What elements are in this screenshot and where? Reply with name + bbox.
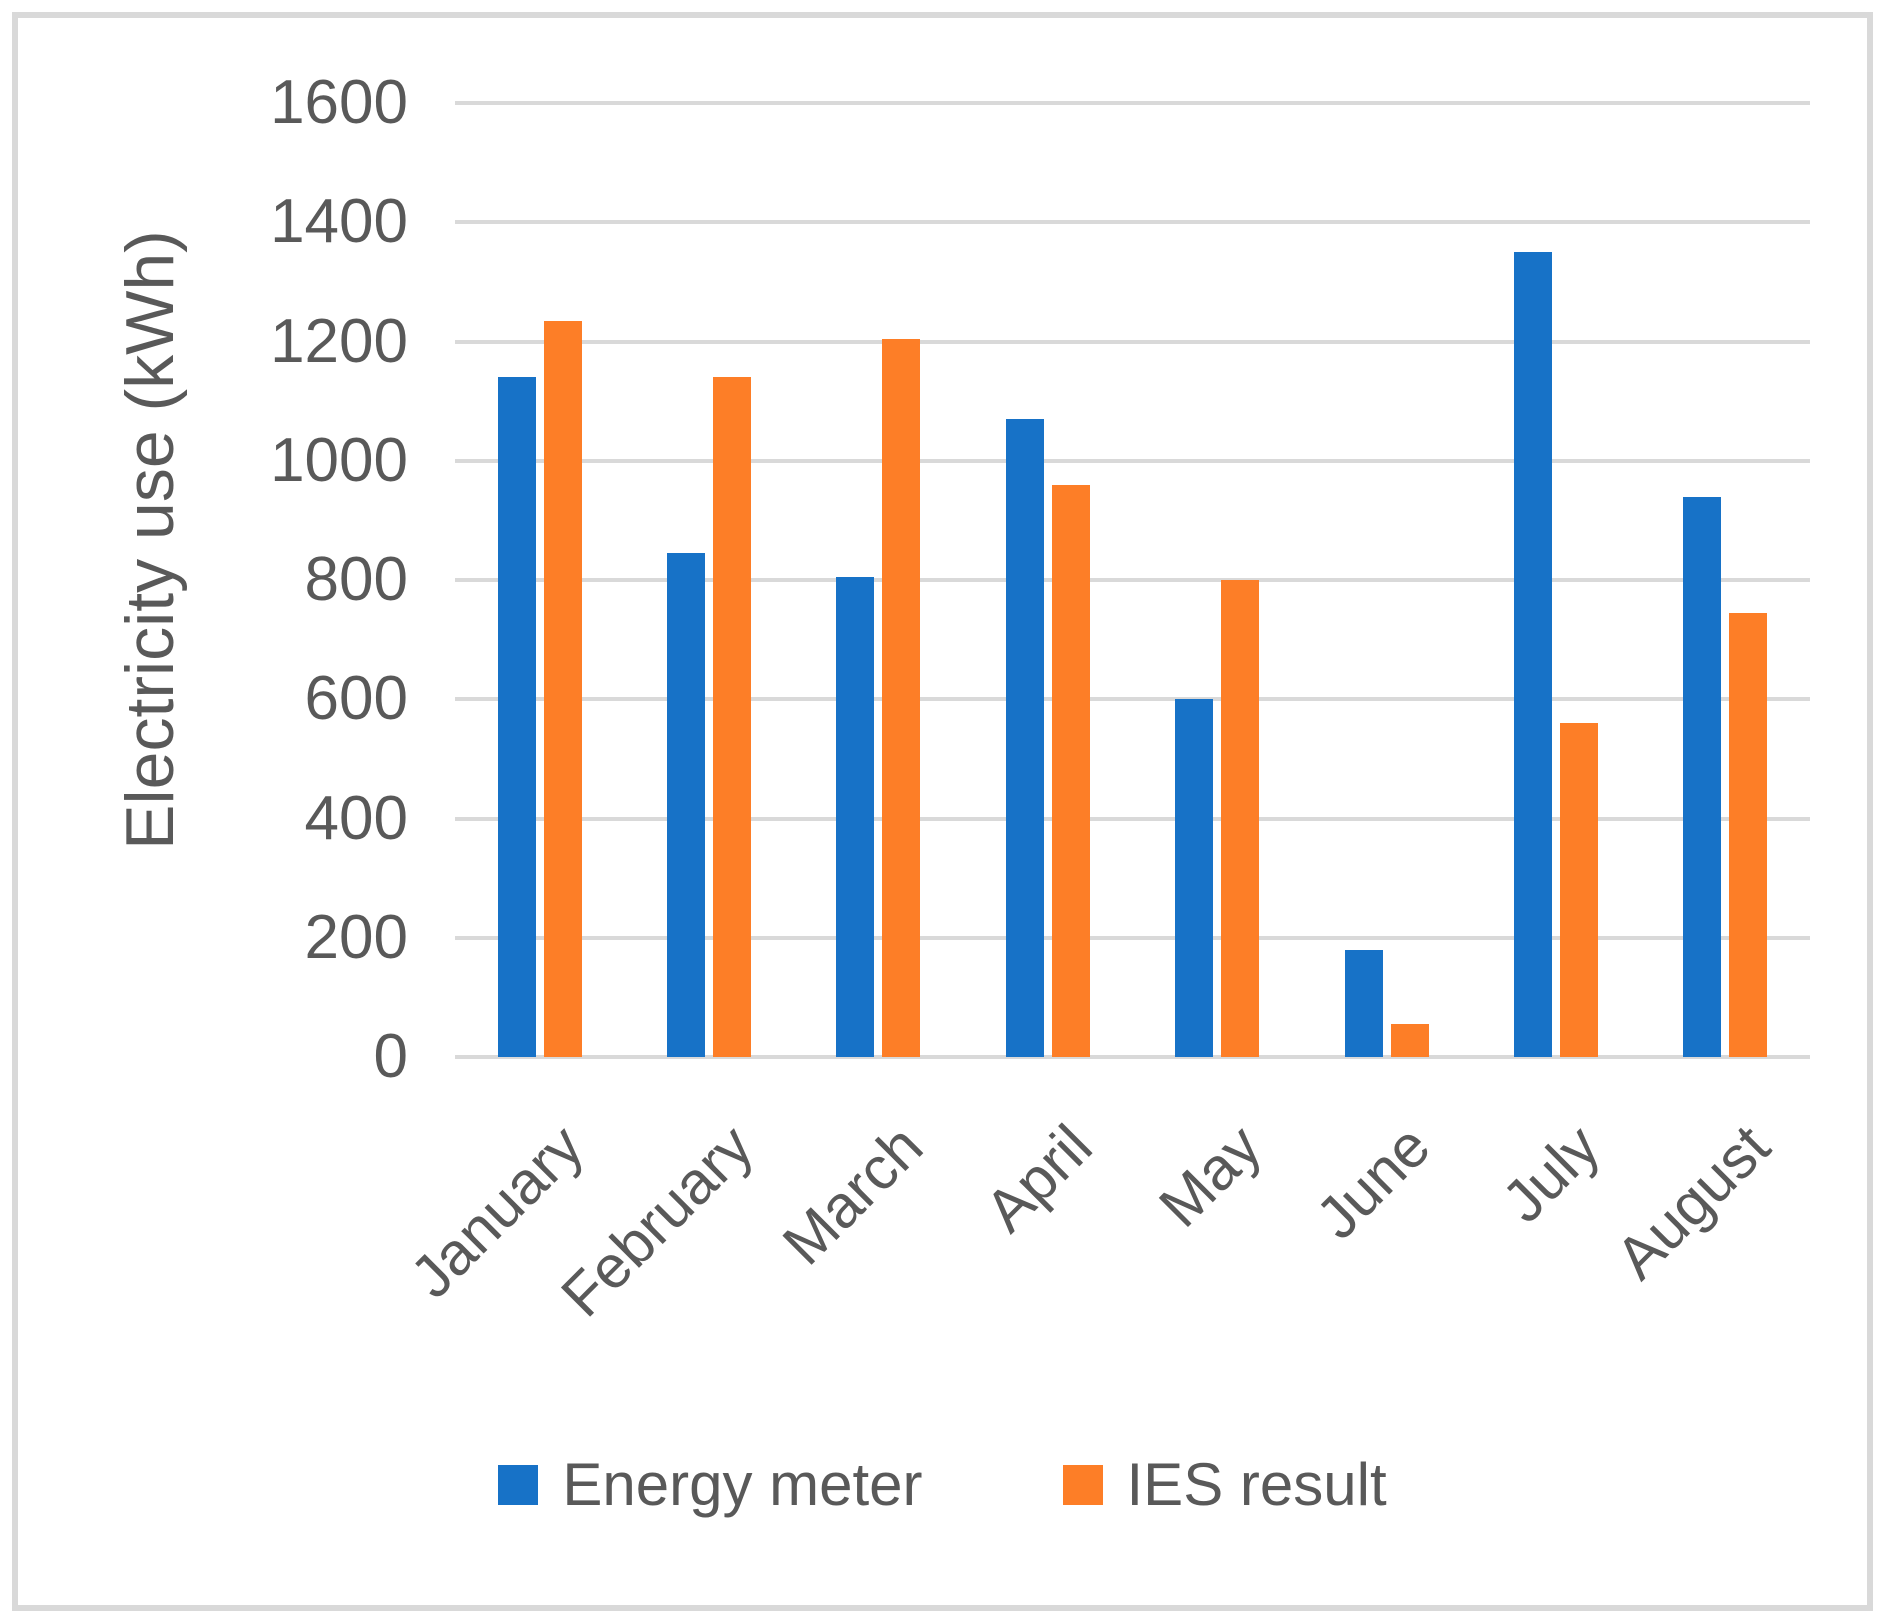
gridline-600 (455, 697, 1810, 702)
y-tick-label-200: 200 (304, 902, 408, 972)
bar-ies-result-march (882, 338, 921, 1057)
bar-energy-meter-april (1005, 419, 1044, 1057)
bar-group-may (1133, 103, 1302, 1057)
y-tick-label-1200: 1200 (270, 306, 408, 376)
bar-energy-meter-may (1175, 699, 1214, 1057)
legend-swatch (498, 1465, 539, 1505)
bar-ies-result-june (1390, 1024, 1429, 1057)
x-category-label: June (1303, 1112, 1444, 1252)
bar-group-january (455, 103, 624, 1057)
legend-swatch (1062, 1465, 1103, 1505)
bar-energy-meter-february (667, 553, 706, 1057)
bar-ies-result-august (1729, 612, 1768, 1057)
x-category-label: March (769, 1112, 935, 1278)
y-tick-label-1400: 1400 (270, 187, 408, 257)
bar-energy-meter-january (497, 377, 536, 1057)
bar-ies-result-april (1051, 484, 1090, 1057)
y-tick-label-0: 0 (373, 1022, 408, 1091)
x-category-label: May (1146, 1112, 1274, 1240)
plot-area (455, 101, 1810, 1059)
bar-group-july (1471, 103, 1640, 1057)
bar-group-april (963, 103, 1132, 1057)
legend-label: Energy meter (562, 1451, 923, 1518)
bar-group-august (1641, 103, 1810, 1057)
gridline-1200 (455, 339, 1810, 344)
bar-energy-meter-march (836, 577, 875, 1057)
y-tick-label-1000: 1000 (270, 425, 408, 495)
gridline-1400 (455, 220, 1810, 225)
legend: Energy meter IES result (0, 1455, 1885, 1515)
bar-groups (455, 103, 1810, 1057)
bar-ies-result-may (1221, 580, 1260, 1057)
bar-group-march (794, 103, 963, 1057)
gridline-1600 (455, 101, 1810, 105)
x-axis-labels: January February March April May June July Augu… (398, 1057, 1810, 1357)
bar-energy-meter-june (1344, 949, 1383, 1057)
gridline-200 (455, 935, 1810, 940)
gridline-1000 (455, 458, 1810, 463)
gridline-800 (455, 578, 1810, 582)
bar-energy-meter-july (1513, 252, 1552, 1057)
legend-label: IES result (1126, 1451, 1387, 1518)
legend-item-energy-meter: Energy meter (498, 1451, 923, 1518)
x-category-label: April (972, 1112, 1105, 1245)
bar-group-february (624, 103, 793, 1057)
bar-ies-result-february (713, 377, 752, 1057)
y-axis-tick-labels: 0 200 400 600 800 1000 1200 1400 1600 (0, 72, 408, 1088)
legend-item-ies-result: IES result (1062, 1451, 1387, 1518)
bar-group-june (1302, 103, 1471, 1057)
bar-energy-meter-august (1683, 496, 1722, 1057)
y-tick-label-800: 800 (304, 545, 408, 614)
gridline-0 (455, 1055, 1810, 1059)
bar-ies-result-july (1559, 723, 1598, 1057)
bar-ies-result-january (543, 320, 582, 1057)
y-tick-label-600: 600 (304, 664, 408, 734)
x-category-label: July (1489, 1112, 1613, 1235)
gridline-400 (455, 816, 1810, 821)
x-category-label: August (1602, 1112, 1782, 1292)
y-tick-label-400: 400 (304, 783, 408, 853)
y-tick-label-1600: 1600 (270, 68, 408, 137)
